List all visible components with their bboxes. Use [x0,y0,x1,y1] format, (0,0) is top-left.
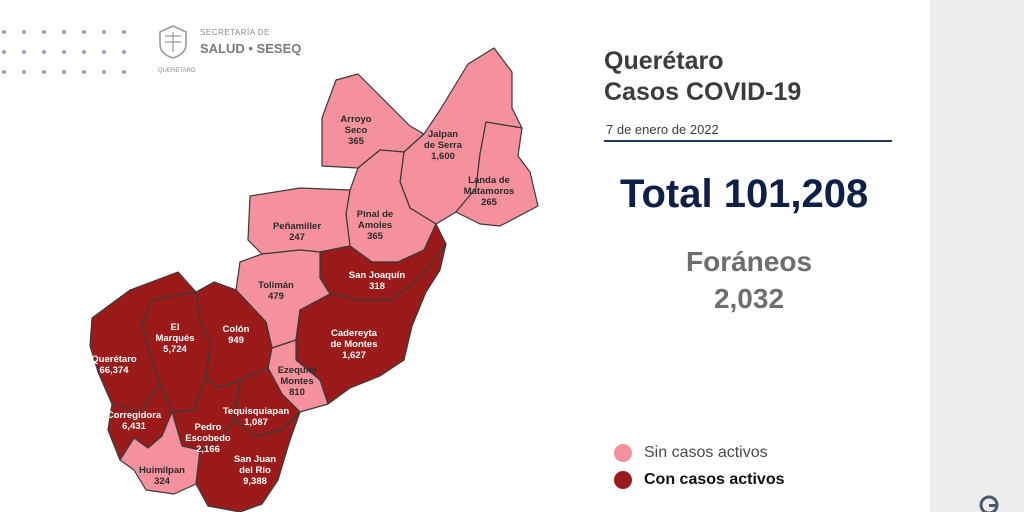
municipality-name: San Joaquín [349,270,406,281]
report-title: Querétaro Casos COVID-19 [604,46,801,108]
report-date: 7 de enero de 2022 [606,122,719,137]
decor-dot [42,30,46,34]
decor-dot [22,70,26,74]
municipality-cases: 1,087 [244,417,268,428]
decor-dot [22,50,26,54]
legend-swatch-inactive [614,444,632,462]
decor-dot [82,50,86,54]
region-landa [455,121,539,227]
state-seal-icon [159,25,187,59]
municipality-name: Marqués [155,333,194,344]
decor-dot [102,30,106,34]
municipality-name: Montes [280,376,313,387]
municipality-name: Querétaro [91,354,137,365]
legend-swatch-active [614,471,632,489]
decor-dot [122,70,126,74]
municipality-name: de Serra [424,140,463,151]
municipality-name: del Río [239,465,271,476]
municipality-name: Pinal de [357,209,393,220]
decor-dot [82,30,86,34]
municipality-cases: 365 [348,136,365,147]
decorative-dot-grid [2,30,126,74]
municipality-cases: 365 [367,231,384,242]
decor-dot [122,30,126,34]
decor-dot [22,30,26,34]
decor-dot [2,30,6,34]
region-san-juan [195,411,301,512]
municipality-cases: 66,374 [99,365,129,376]
municipality-name: Jalpan [428,129,458,140]
municipality-name: de Montes [331,339,378,350]
title-line-2: Casos COVID-19 [604,78,802,106]
municipality-name: Escobedo [185,433,231,444]
agency-line-2: SALUD • SESEQ [200,41,302,56]
municipality-cases: 318 [369,281,385,292]
municipality-cases: 479 [268,291,284,302]
foraneos-value: 2,032 [713,283,785,314]
municipality-name: Huimilpan [139,465,185,476]
municipality-cases: 324 [154,476,171,487]
municipality-cases: 2,166 [196,444,220,455]
municipality-name: Pedro [195,422,222,433]
health-agency-logo: SECRETARÍA DE SALUD • SESEQ QUERÉTARO [154,22,314,78]
municipality-name: Landa de [468,175,510,186]
decor-dot [102,70,106,74]
municipality-name: Tequisquiapan [223,406,290,417]
municipality-name: El [171,322,180,333]
municipality-name: Amoles [358,220,392,231]
municipality-name: Matamoros [464,186,515,197]
municipality-name: Seco [345,125,368,136]
municipality-cases: 9,388 [243,476,267,487]
municipality-name: Cadereyta [331,328,378,339]
decor-dot [42,50,46,54]
decor-dot [62,70,66,74]
agency-line-1: SECRETARÍA DE [200,28,270,37]
municipality-name: Ezequiel [278,365,317,376]
municipality-name: Arroyo [340,114,371,125]
region-queretaro [89,271,197,413]
municipality-cases: 1,627 [342,350,366,361]
municipality-cases: 949 [228,335,244,346]
foraneos-label: Foráneos [685,246,813,277]
municipality-cases: 5,724 [163,344,187,355]
right-side-panel [930,0,1024,512]
decor-dot [62,50,66,54]
decor-dot [42,70,46,74]
corner-logo-icon [979,495,999,512]
municipality-name: Peñamiller [273,221,321,232]
municipality-name: Colón [223,324,250,335]
legend-label-inactive: Sin casos activos [644,444,768,461]
decor-dot [62,30,66,34]
decor-dot [82,70,86,74]
decor-dot [2,70,6,74]
municipality-name: San Juan [234,454,276,465]
municipality-cases: 1,600 [431,151,455,162]
decor-dot [2,50,6,54]
municipality-name: Corregidora [107,410,162,421]
municipality-cases: 6,431 [122,421,146,432]
municipality-cases: 265 [481,197,498,208]
legend-label-active: Con casos activos [644,471,785,488]
municipality-cases: 810 [289,387,305,398]
municipality-name: Tolimán [258,280,294,291]
title-line-1: Querétaro [604,47,724,75]
total-cases: Total 101,208 [620,172,869,216]
decor-dot [102,50,106,54]
decor-dot [122,50,126,54]
agency-state: QUERÉTARO [158,68,196,74]
municipality-cases: 247 [289,232,305,243]
title-underline [604,140,892,142]
